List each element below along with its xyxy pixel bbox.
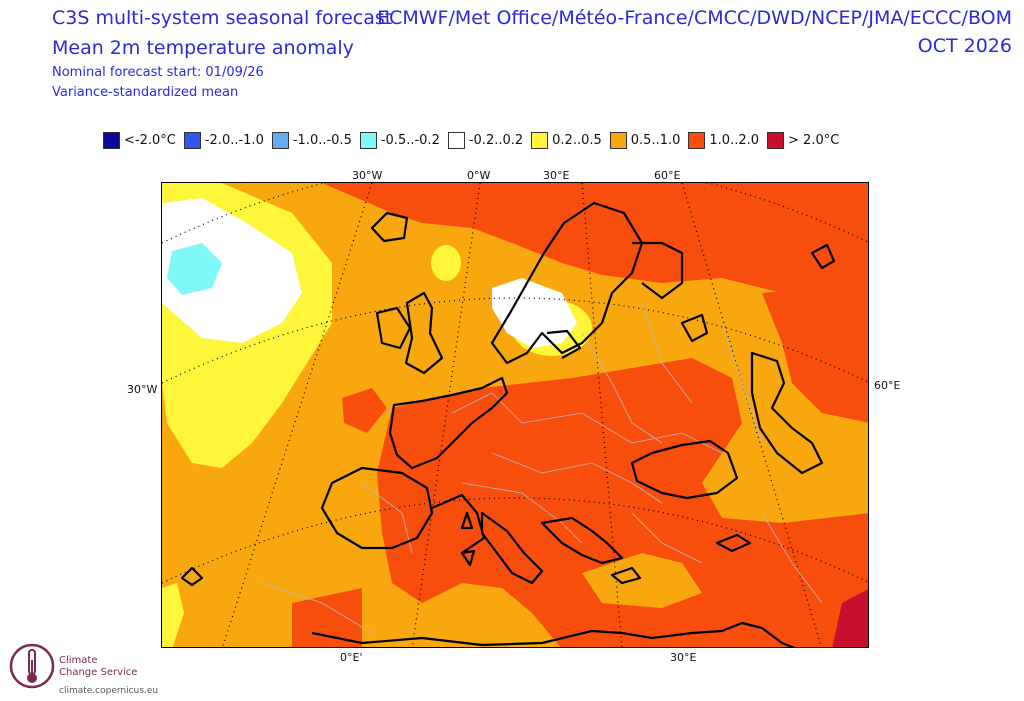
legend-label: -0.5..-0.2 [380,132,440,148]
legend-item: -1.0..-0.5 [271,131,352,149]
region-1p0-2p0-atlas [292,588,362,647]
region-above-2p0 [832,589,868,647]
legend-label: -0.2..0.2 [468,132,524,148]
legend-item: <-2.0°C [103,131,176,149]
legend-item: 1.0..2.0 [688,131,760,149]
legend-label: > 2.0°C [788,132,840,148]
lon-label-left-30w: 30°W [127,383,158,396]
logo-line2: Change Service [59,667,138,678]
region-0p5-1p0-libya [582,553,702,608]
legend-swatch [767,131,785,149]
region-m0p5-m0p2 [167,243,222,295]
region-1p0-2p0-biscay [342,388,387,433]
forecast-start-date: Nominal forecast start: 01/09/26 [52,65,264,80]
region-0p2-0p5-iberia-coast [162,583,184,647]
legend-swatch [688,131,706,149]
legend-swatch [609,131,627,149]
lon-label-right-60e: 60°E [874,379,901,392]
forecast-title: C3S multi-system seasonal forecast [52,7,393,29]
legend-item: -0.5..-0.2 [359,131,440,149]
lon-label-bottom-0e: 0°E' [340,651,363,664]
mean-type: Variance-standardized mean [52,85,239,100]
legend-swatch [183,131,201,149]
logo-line1: Climate [59,655,98,666]
lon-label-top-0w: 0°W [467,169,491,182]
lon-label-top-30e: 30°E [543,169,570,182]
region-1p0-2p0-north-sea [322,183,868,303]
valid-month: OCT 2026 [917,35,1012,57]
legend-label: 0.2..0.5 [552,132,602,148]
legend-label: 1.0..2.0 [709,132,760,148]
climate-change-service-logo-icon [9,643,55,689]
legend-label: -2.0..-1.0 [204,132,264,148]
region-0p2-0p5-blob [431,245,461,281]
forecast-centres: ECMWF/Met Office/Météo-France/CMCC/DWD/N… [377,7,1012,29]
region-neutral-norway [492,278,577,348]
legend-item: 0.2..0.5 [531,131,602,149]
legend-label: 0.5..1.0 [630,132,681,148]
map-canvas [162,183,868,647]
legend-swatch [271,131,289,149]
lon-label-top-30w: 30°W [352,169,383,182]
legend-swatch [447,131,465,149]
logo-wordmark: Climate Change Service [59,655,137,679]
color-legend: <-2.0°C -2.0..-1.0 -1.0..-0.5 -0.5..-0.2… [103,130,847,150]
logo-url: climate.copernicus.eu [59,686,159,696]
lon-label-top-60e: 60°E [654,169,681,182]
region-0p5-1p0-aegean [722,463,802,503]
legend-item: -2.0..-1.0 [183,131,264,149]
anomaly-map [161,182,869,648]
legend-label: -1.0..-0.5 [292,132,352,148]
region-1p0-2p0-central [377,358,868,647]
lon-label-bottom-30e: 30°E [670,651,697,664]
coastlines [180,201,836,647]
region-neutral-greenland [162,198,302,343]
legend-item: 0.5..1.0 [609,131,681,149]
region-1p0-2p0-russia [762,283,868,423]
legend-swatch [359,131,377,149]
variable-title: Mean 2m temperature anomaly [52,37,354,59]
legend-label: <-2.0°C [124,132,176,148]
legend-swatch [531,131,549,149]
legend-swatch [103,131,120,149]
legend-item: > 2.0°C [767,131,840,149]
country-borders [261,302,823,634]
legend-item: -0.2..0.2 [447,131,524,149]
